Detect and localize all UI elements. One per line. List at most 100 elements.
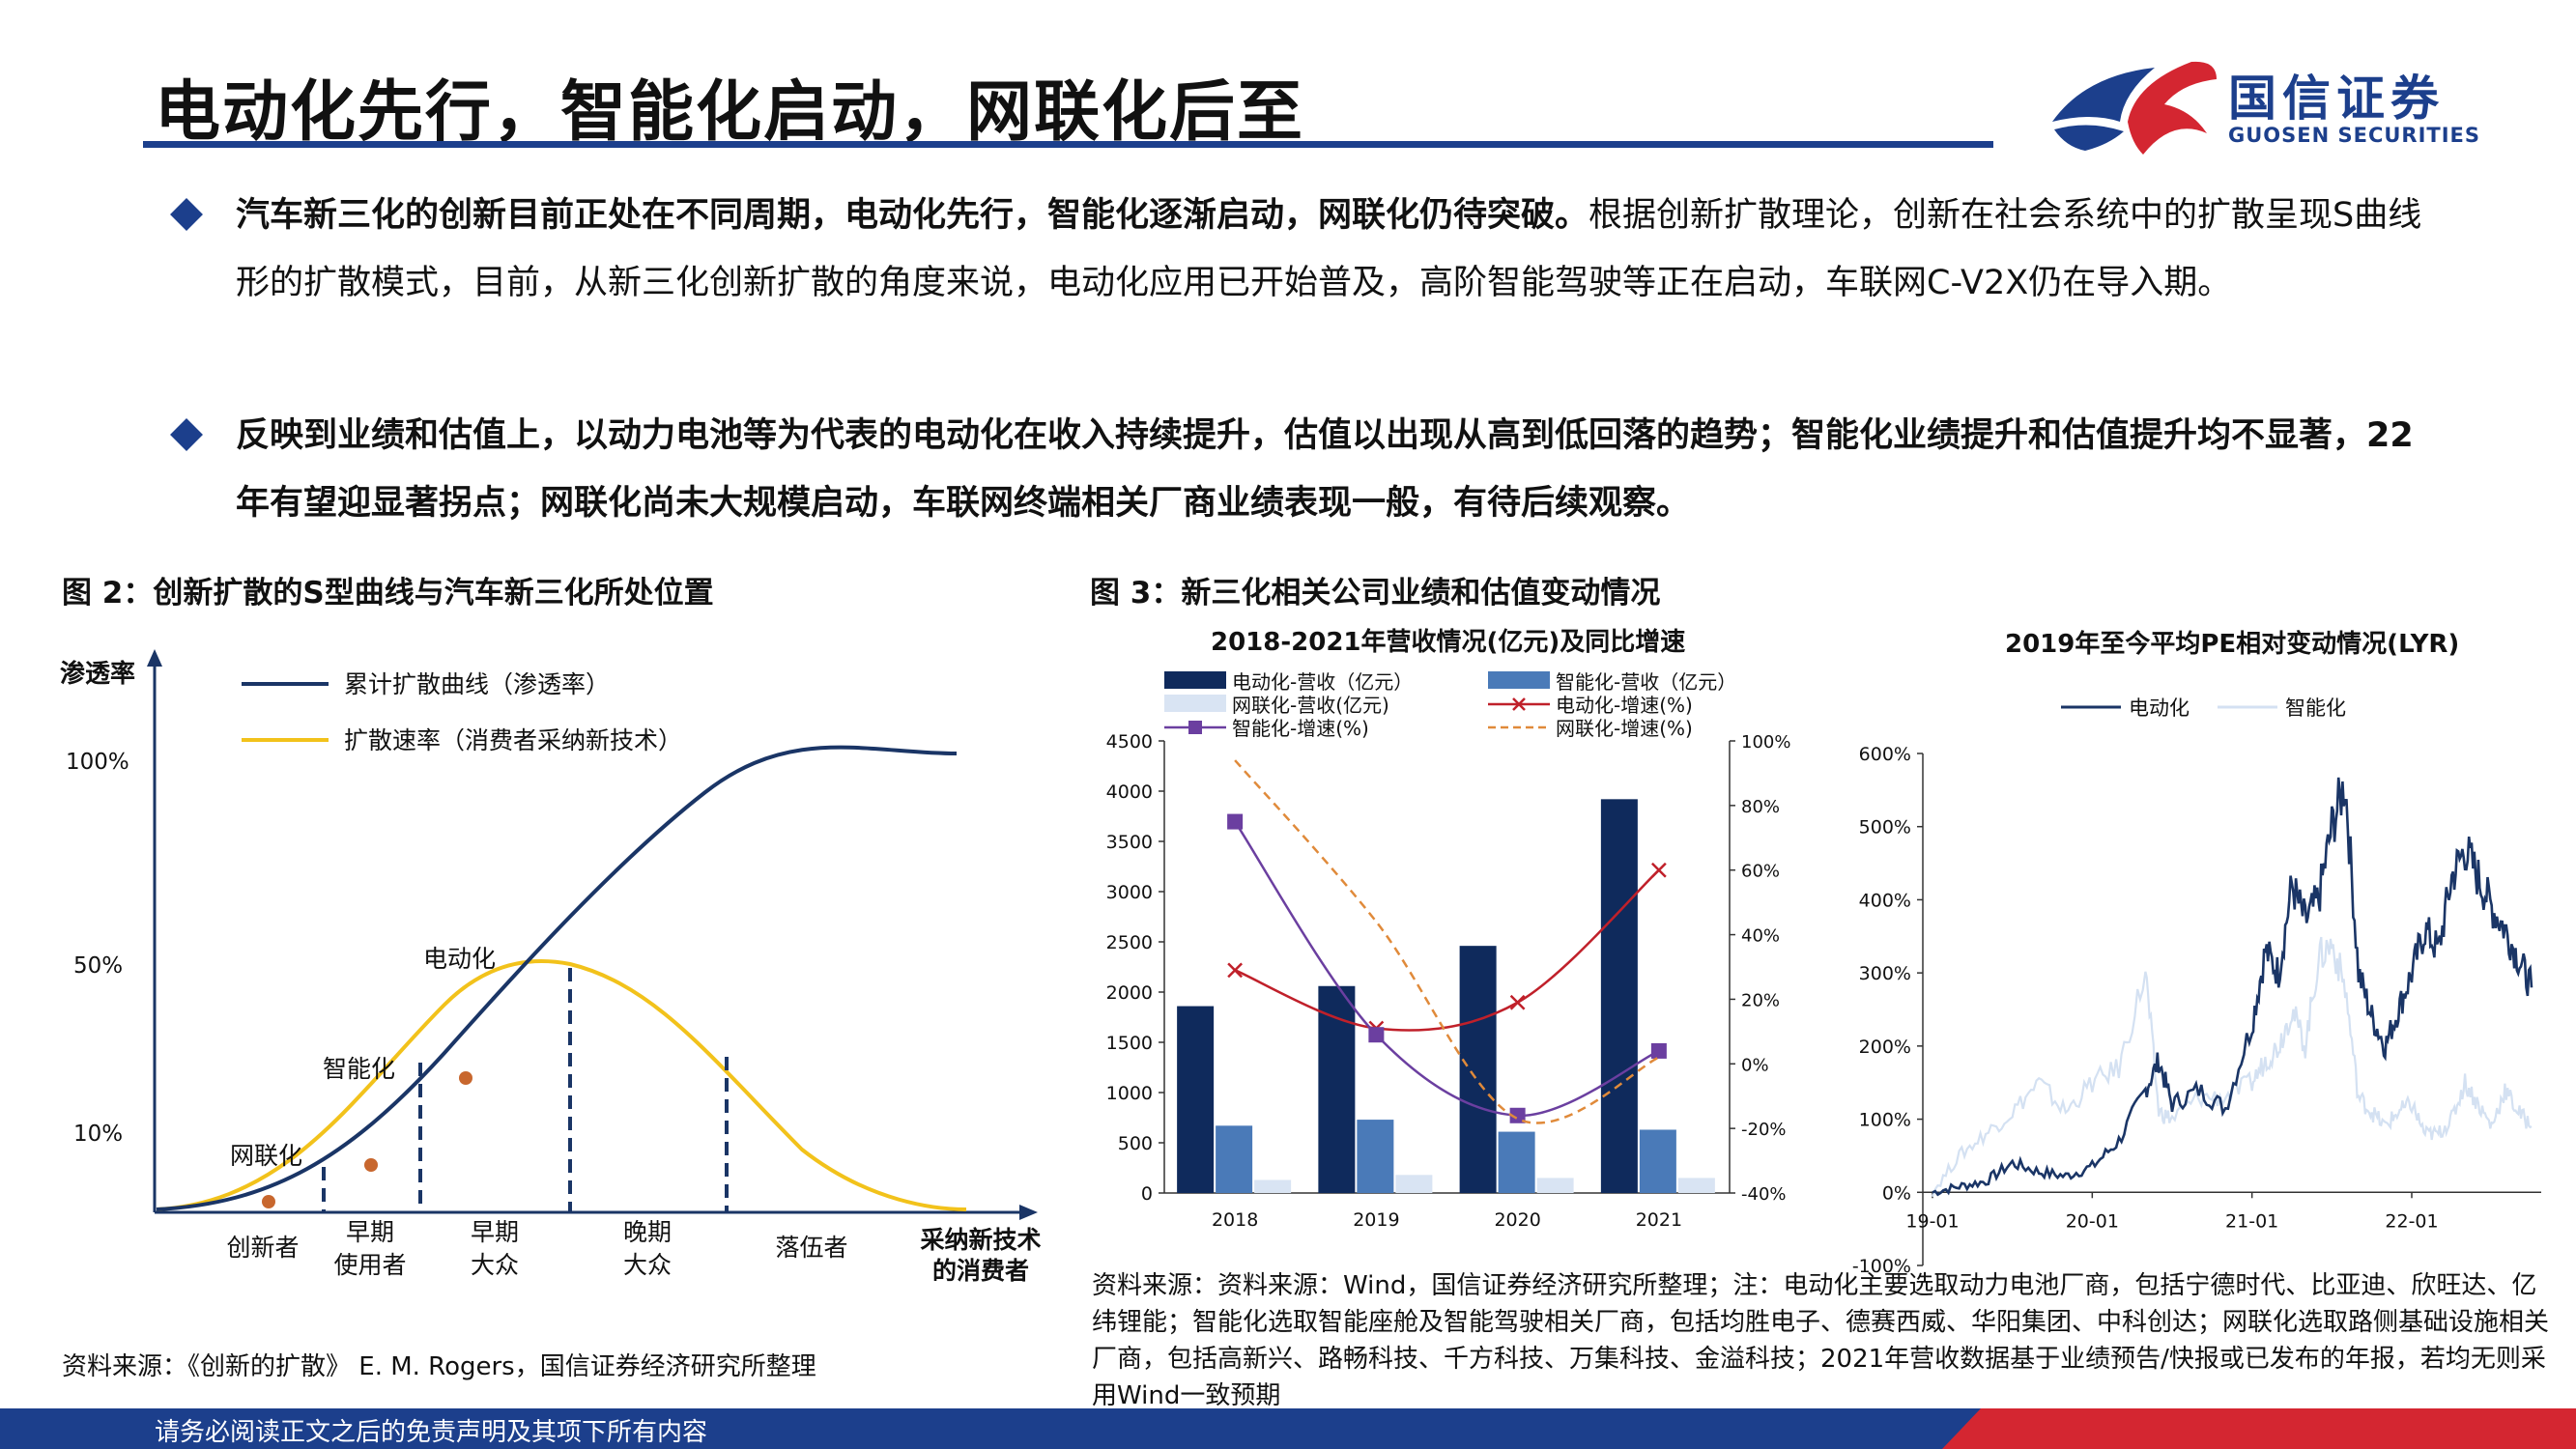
legend-label-3: 电动化-增速(%) (1556, 694, 1693, 717)
left-tick-2: 1000 (1106, 1083, 1153, 1104)
pe-x-tick-3: 22-01 (2385, 1210, 2438, 1232)
x-axis-arrow-icon (1019, 1205, 1038, 1220)
segment-late-majority-l2: 大众 (623, 1251, 672, 1279)
pe-series-line-1 (1931, 936, 2533, 1198)
pe-line-chart: 电动化 智能化 -100% 0% 100% 200% 300% 400% 500% 600% 19-… (1852, 696, 2541, 1275)
right-tick-6: 80% (1741, 797, 1780, 817)
legend-marker-4 (1188, 721, 1202, 734)
dot-network (262, 1195, 275, 1208)
growth-point-1-2 (1509, 1107, 1526, 1123)
pe-x-tick-1: 20-01 (2066, 1210, 2119, 1232)
pe-y-tick-4: 300% (1859, 963, 1911, 984)
left-tick-4: 2000 (1106, 982, 1153, 1004)
left-tick-7: 3500 (1106, 832, 1153, 853)
y-tick-50: 50% (73, 953, 123, 979)
legend-swatch-1 (1488, 671, 1550, 689)
bar-2-2020 (1536, 1178, 1574, 1193)
figure-3-source: 资料来源：资料来源：Wind，国信证券经济研究所整理；注：电动化主要选取动力电池… (1092, 1271, 2550, 1410)
right-tick-0: -40% (1741, 1184, 1787, 1205)
segment-laggards: 落伍者 (775, 1234, 847, 1262)
figure-3-title: 图 3：新三化相关公司业绩和估值变动情况 (1090, 576, 1661, 611)
bar-0-2021 (1600, 799, 1638, 1193)
footer-accent-shape (1942, 1408, 2576, 1449)
bar-2-2021 (1677, 1178, 1715, 1193)
pe-series-line-0 (1932, 777, 2533, 1197)
pe-y-tick-2: 100% (1859, 1110, 1911, 1131)
growth-point-1-1 (1368, 1027, 1385, 1043)
left-tick-6: 3000 (1106, 882, 1153, 903)
right-tick-4: 40% (1741, 926, 1780, 947)
footer-accent (1942, 1408, 2576, 1449)
growth-point-0-0 (1227, 962, 1244, 979)
segment-early-majority-l2: 大众 (471, 1251, 519, 1279)
legend-label-4: 智能化-增速(%) (1232, 717, 1369, 740)
bar-0-2020 (1459, 946, 1497, 1193)
pe-x-tick-2: 21-01 (2225, 1210, 2278, 1232)
left-tick-5: 2500 (1106, 932, 1153, 953)
segment-late-majority: 晚期大众 (623, 1218, 672, 1279)
bar-1-2019 (1357, 1120, 1394, 1193)
growth-line-2 (1234, 759, 1660, 1124)
bar-1-2020 (1498, 1131, 1535, 1193)
legend-label-1: 智能化-营收（亿元） (1556, 670, 1736, 694)
logo-chinese-text: 国信证券 (2228, 71, 2445, 127)
pe-chart-title: 2019年至今平均PE相对变动情况(LYR) (2005, 630, 2460, 659)
growth-point-0-2 (1509, 994, 1526, 1010)
bar-0-2018 (1177, 1006, 1215, 1193)
pe-y-tick-7: 600% (1859, 744, 1911, 765)
segment-early-majority-l1: 早期 (471, 1218, 519, 1246)
bar-0-2019 (1318, 985, 1356, 1193)
segment-early-adopters-l1: 早期 (346, 1218, 394, 1246)
guosen-logo-mark-icon (2052, 61, 2217, 155)
bullet-1-bold: 汽车新三化的创新目前正处在不同周期，电动化先行，智能化逐渐启动，网联化仍待突破。 (236, 196, 1589, 235)
legend-label-0: 电动化-营收（亿元） (1232, 670, 1413, 694)
guosen-logo: 国信证券 GUOSEN SECURITIES (2046, 54, 2479, 160)
pe-y-tick-5: 400% (1859, 890, 1911, 911)
legend-label-5: 网联化-增速(%) (1556, 717, 1693, 740)
dot-electric (459, 1071, 472, 1085)
x-tick-2021: 2021 (1636, 1209, 1682, 1231)
left-tick-3: 1500 (1106, 1033, 1153, 1054)
pe-x-tick-0: 19-01 (1905, 1210, 1959, 1232)
right-tick-3: 20% (1741, 990, 1780, 1010)
page-title: 电动化先行，智能化启动，网联化后至 (155, 74, 1305, 151)
y-tick-10: 10% (73, 1122, 123, 1147)
footer-band (0, 1408, 2576, 1449)
left-tick-8: 4000 (1106, 781, 1153, 803)
y-axis-label: 渗透率 (60, 659, 135, 689)
diffusion-chart: 渗透率 100% 50% 10% 累计扩散曲线（渗透率） 扩散速率（消费者采纳新… (60, 649, 1042, 1285)
figure-2-source: 资料来源：《创新的扩散》 E. M. Rogers，国信证券经济研究所整理 (62, 1352, 816, 1381)
bar-1-2018 (1216, 1125, 1253, 1193)
pe-y-tick-3: 200% (1859, 1037, 1911, 1058)
bar-2-2018 (1254, 1179, 1292, 1193)
revenue-bar-chart: 电动化-营收（亿元） 智能化-营收（亿元） 网联化-营收(亿元) 电动化-增速(%) 智… (1106, 670, 1791, 1231)
y-tick-100: 100% (66, 750, 129, 775)
pe-y-tick-6: 500% (1859, 817, 1911, 838)
logo-english-text: GUOSEN SECURITIES (2228, 124, 2481, 147)
bullet-1-text: 根据创新扩散理论，创新在社会系统中的扩散呈现S曲线形的扩散模式，目前，从新三化创… (236, 196, 2422, 302)
footer-disclaimer: 请务必阅读正文之后的免责声明及其项下所有内容 (155, 1418, 708, 1447)
right-tick-5: 60% (1741, 862, 1780, 882)
x-tick-2018: 2018 (1212, 1209, 1258, 1231)
growth-point-1-0 (1227, 813, 1244, 830)
bullet-2-bold: 反映到业绩和估值上，以动力电池等为代表的电动化在收入持续提升，估值以出现从高到低… (236, 416, 2414, 523)
legend-rate: 扩散速率（消费者采纳新技术） (344, 726, 682, 754)
x-tick-2020: 2020 (1494, 1209, 1540, 1231)
s-curve (156, 745, 958, 1211)
marker-intelligent: 智能化 (323, 1055, 395, 1083)
segment-adopters-l1: 采纳新技术 (920, 1226, 1041, 1254)
title-rule (143, 141, 1993, 148)
rate-curve (156, 958, 967, 1211)
segment-late-majority-l1: 晚期 (623, 1218, 672, 1246)
dot-intelligent (364, 1158, 378, 1172)
pe-y-tick-1: 0% (1882, 1182, 1911, 1204)
legend-swatch-2 (1164, 695, 1226, 712)
legend-marker-3 (1512, 697, 1526, 711)
y-axis-arrow-icon (147, 649, 162, 667)
growth-line-0 (1234, 868, 1660, 1032)
marker-electric: 电动化 (423, 945, 496, 973)
left-tick-1: 500 (1118, 1133, 1153, 1154)
marker-network: 网联化 (230, 1142, 302, 1170)
segment-innovators: 创新者 (226, 1234, 299, 1262)
right-tick-7: 100% (1741, 732, 1790, 753)
